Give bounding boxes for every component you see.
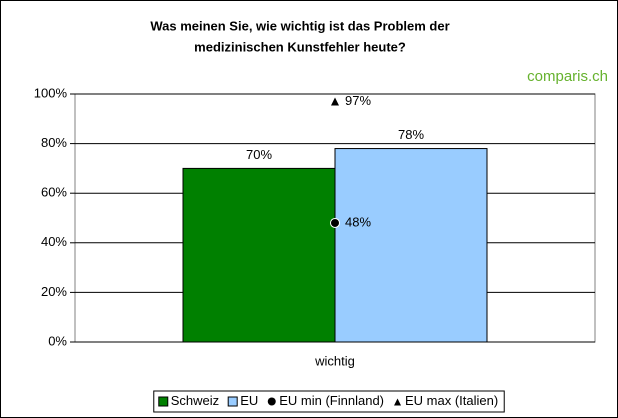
legend-label: Schweiz bbox=[171, 393, 219, 408]
y-tick-label: 60% bbox=[41, 185, 67, 200]
legend-box bbox=[153, 390, 505, 413]
legend-label: EU min (Finnland) bbox=[279, 393, 384, 408]
legend-label: EU bbox=[240, 393, 258, 408]
chart-title: Was meinen Sie, wie wichtig ist das Prob… bbox=[150, 18, 449, 33]
bar bbox=[334, 148, 488, 343]
y-tick-label: 100% bbox=[34, 85, 68, 100]
bar bbox=[182, 167, 336, 343]
value-label: 48% bbox=[345, 214, 371, 229]
value-label: 97% bbox=[345, 93, 371, 108]
y-tick-label: 20% bbox=[41, 284, 67, 299]
logo: comparis.ch bbox=[527, 68, 608, 85]
legend-swatch bbox=[394, 398, 402, 406]
value-label: 70% bbox=[246, 147, 272, 162]
legend-swatch bbox=[227, 396, 238, 407]
y-tick-label: 0% bbox=[48, 333, 67, 348]
chart-title: medizinischen Kunstfehler heute? bbox=[194, 39, 406, 54]
legend-swatch bbox=[158, 396, 169, 407]
marker bbox=[330, 217, 340, 228]
legend-swatch bbox=[267, 397, 276, 406]
y-tick-label: 80% bbox=[41, 135, 67, 150]
legend-label: EU max (Italien) bbox=[405, 393, 498, 408]
value-label: 78% bbox=[398, 127, 424, 142]
x-tick-label: wichtig bbox=[314, 353, 355, 368]
marker bbox=[331, 97, 339, 106]
y-tick-label: 40% bbox=[41, 234, 67, 249]
